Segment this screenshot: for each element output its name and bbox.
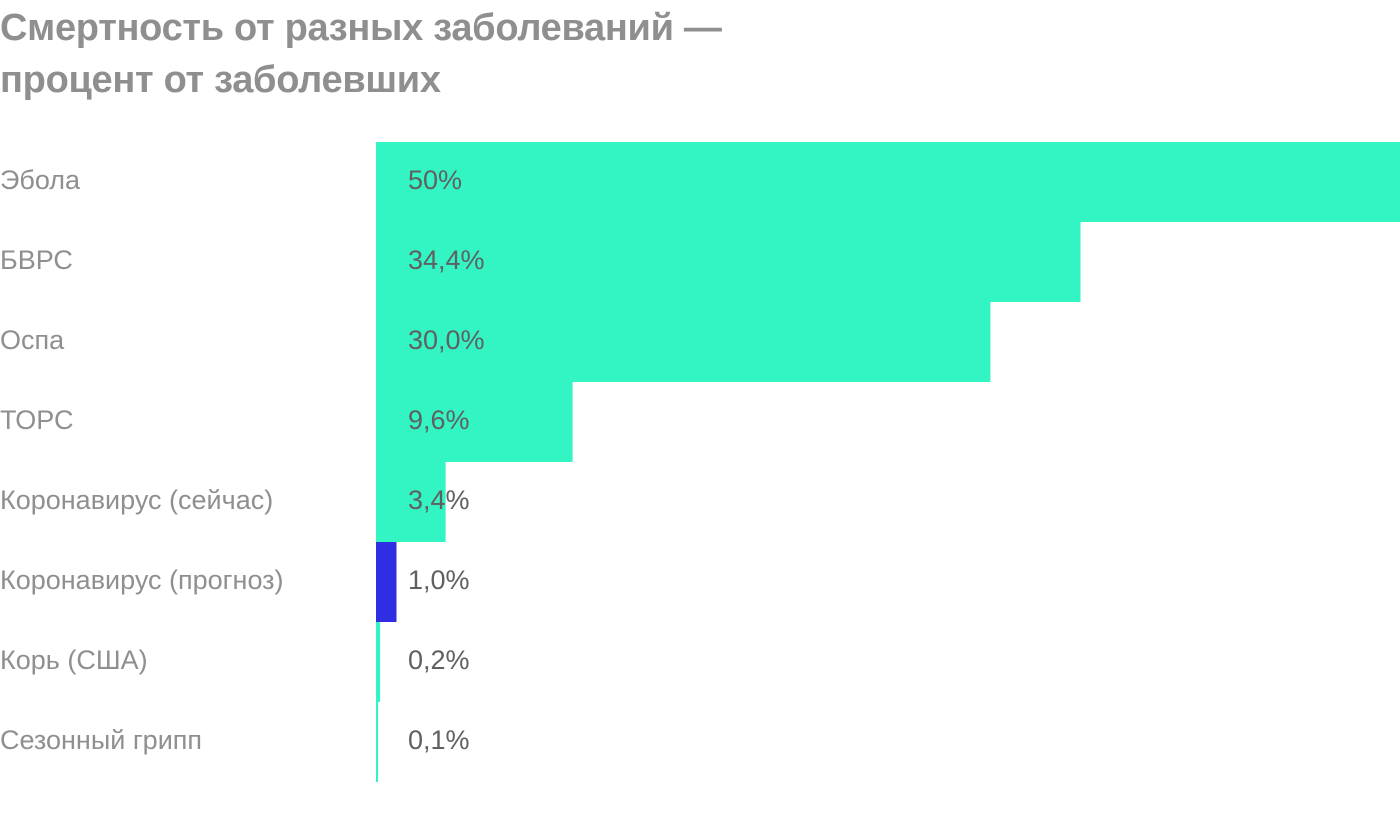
- category-label-3: Оспа: [0, 325, 65, 355]
- value-label-2: 34,4%: [408, 245, 485, 275]
- labels-layer: Эбола 50% БВРС 34,4% Оспа 30,0% ТОРС 9,6% Корона…: [0, 165, 485, 755]
- value-label-6: 1,0%: [408, 565, 470, 595]
- chart-title: Смертность от разных заболеваний — проце…: [0, 2, 900, 106]
- category-label-1: Эбола: [0, 165, 81, 195]
- category-label-7: Корь (США): [0, 645, 148, 675]
- bar-4: [376, 382, 573, 462]
- category-label-5: Коронавирус (сейчас): [0, 485, 273, 515]
- category-label-2: БВРС: [0, 245, 73, 275]
- bar-1: [376, 142, 1400, 222]
- bars-layer: [376, 142, 1400, 782]
- bar-5: [376, 462, 446, 542]
- value-label-4: 9,6%: [408, 405, 470, 435]
- bar-7: [376, 622, 381, 702]
- value-label-1: 50%: [408, 165, 462, 195]
- value-label-8: 0,1%: [408, 725, 470, 755]
- bar-3: [376, 302, 991, 382]
- chart-title-line-1: Смертность от разных заболеваний —: [0, 7, 722, 49]
- bar-6: [376, 542, 397, 622]
- category-label-8: Сезонный грипп: [0, 725, 202, 755]
- category-label-6: Коронавирус (прогноз): [0, 565, 284, 595]
- bar-8: [376, 702, 379, 782]
- value-label-3: 30,0%: [408, 325, 485, 355]
- chart-title-line-2: процент от заболевших: [0, 59, 441, 101]
- value-label-5: 3,4%: [408, 485, 470, 515]
- value-label-7: 0,2%: [408, 645, 470, 675]
- category-label-4: ТОРС: [0, 405, 74, 435]
- bar-2: [376, 222, 1081, 302]
